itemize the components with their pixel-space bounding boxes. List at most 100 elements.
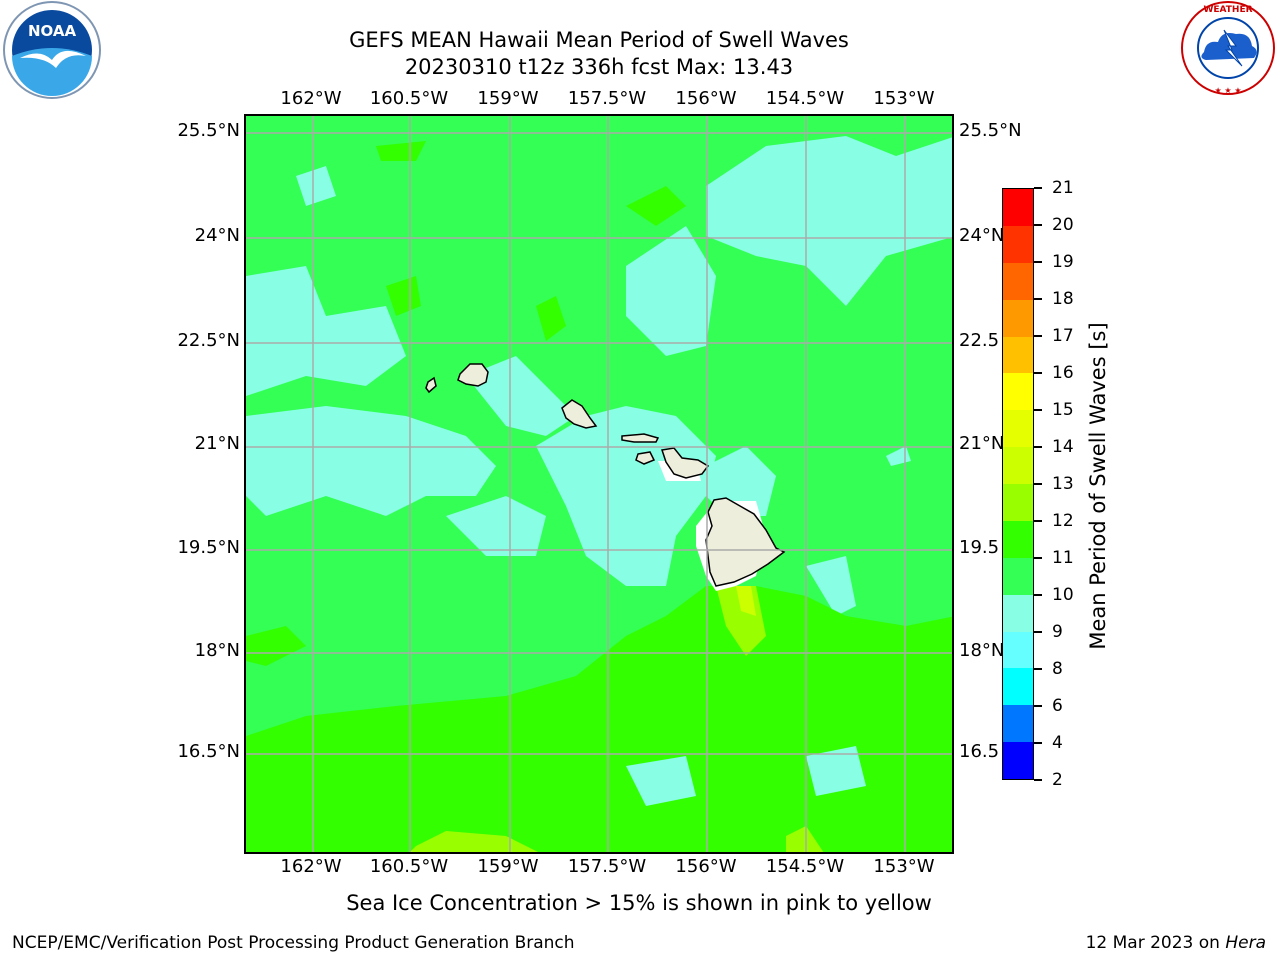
colorbar-segment — [1003, 742, 1033, 779]
hawaii-island — [705, 497, 786, 587]
colorbar-segment — [1003, 373, 1033, 411]
lat-tick-left: 16.5°N — [177, 741, 240, 762]
hawaiian-islands — [425, 363, 786, 587]
lat-tick-right: 24°N — [959, 225, 1005, 246]
colorbar-tick-label: 6 — [1052, 696, 1063, 716]
colorbar-tick-mark — [1034, 668, 1042, 670]
lon-tick-bottom: 157.5°W — [567, 856, 647, 877]
sea-ice-caption: Sea Ice Concentration > 15% is shown in … — [346, 891, 932, 915]
svg-text:NOAA: NOAA — [28, 22, 77, 40]
svg-text:WEATHER: WEATHER — [1203, 5, 1252, 15]
colorbar-tick-label: 21 — [1052, 178, 1074, 198]
field-9-10-south — [626, 746, 866, 806]
colorbar-tick-mark — [1034, 372, 1042, 374]
colorbar-segment — [1003, 484, 1033, 521]
map-title: GEFS MEAN Hawaii Mean Period of Swell Wa… — [349, 28, 849, 52]
colorbar-tick-label: 4 — [1052, 733, 1063, 753]
nws-logo: WEATHER ★ ★ ★ — [1181, 1, 1275, 95]
lat-tick-right: 19.5 — [959, 537, 1000, 558]
lat-tick-left: 18°N — [194, 640, 240, 661]
kauai-island — [457, 363, 489, 387]
colorbar-tick-label: 2 — [1052, 770, 1063, 790]
lon-tick-top: 159°W — [477, 88, 539, 109]
lanai-island — [635, 451, 656, 465]
colorbar-segment — [1003, 631, 1033, 669]
lon-tick-top: 157.5°W — [567, 88, 647, 109]
colorbar-tick-label: 10 — [1052, 585, 1074, 605]
colorbar-segment — [1003, 262, 1033, 300]
swell-period-map — [246, 116, 952, 852]
colorbar-tick-mark — [1034, 298, 1042, 300]
field-13-14 — [736, 586, 756, 616]
colorbar-tick-mark — [1034, 631, 1042, 633]
lat-tick-right: 21°N — [959, 433, 1005, 454]
map-plot-area — [244, 114, 954, 854]
map-subtitle: 20230310 t12z 336h fcst Max: 13.43 — [404, 55, 794, 79]
colorbar-segment — [1003, 410, 1033, 448]
colorbar-tick-mark — [1034, 742, 1042, 744]
colorbar-tick-mark — [1034, 779, 1042, 781]
lat-tick-right: 16.5 — [959, 741, 1000, 762]
colorbar-segment — [1003, 225, 1033, 263]
svg-text:★ ★ ★: ★ ★ ★ — [1214, 86, 1241, 95]
lon-tick-bottom: 162°W — [280, 856, 342, 877]
oahu-island — [561, 399, 598, 429]
lon-tick-top: 162°W — [280, 88, 342, 109]
colorbar-tick-label: 15 — [1052, 400, 1074, 420]
lat-tick-right: 18°N — [959, 640, 1005, 661]
colorbar-tick-label: 12 — [1052, 511, 1074, 531]
colorbar-tick-label: 14 — [1052, 437, 1074, 457]
colorbar-tick-mark — [1034, 594, 1042, 596]
colorbar-tick-mark — [1034, 520, 1042, 522]
lat-tick-left: 22.5°N — [177, 330, 240, 351]
colorbar-segment — [1003, 557, 1033, 595]
lat-tick-left: 19.5°N — [177, 537, 240, 558]
colorbar-tick-label: 18 — [1052, 289, 1074, 309]
colorbar-tick-mark — [1034, 409, 1042, 411]
colorbar-tick-label: 11 — [1052, 548, 1074, 568]
colorbar-tick-label: 20 — [1052, 215, 1074, 235]
colorbar-segment — [1003, 336, 1033, 374]
colorbar-tick-label: 16 — [1052, 363, 1074, 383]
colorbar-tick-mark — [1034, 261, 1042, 263]
lon-tick-bottom: 160.5°W — [369, 856, 449, 877]
lat-lon-grid — [246, 116, 952, 852]
molokai-island — [621, 433, 660, 443]
colorbar-tick-mark — [1034, 483, 1042, 485]
colorbar-segment — [1003, 705, 1033, 743]
lat-tick-left: 25.5°N — [177, 120, 240, 141]
lat-tick-left: 24°N — [194, 225, 240, 246]
footer-organization: NCEP/EMC/Verification Post Processing Pr… — [12, 933, 575, 953]
noaa-logo: NOAA — [3, 1, 101, 99]
colorbar-segment — [1003, 447, 1033, 484]
niihau-island — [425, 376, 437, 394]
maui-island — [661, 447, 710, 479]
colorbar-segment — [1003, 668, 1033, 706]
colorbar-segment — [1003, 189, 1033, 226]
lon-tick-top: 153°W — [873, 88, 935, 109]
lat-tick-right: 22.5 — [959, 330, 1000, 351]
lon-tick-bottom: 156°W — [675, 856, 737, 877]
lon-tick-bottom: 154.5°W — [765, 856, 845, 877]
footer-date-text: 12 Mar 2023 on — [1085, 933, 1226, 953]
lon-tick-top: 154.5°W — [765, 88, 845, 109]
colorbar-tick-label: 9 — [1052, 622, 1063, 642]
colorbar-tick-mark — [1034, 187, 1042, 189]
colorbar-tick-mark — [1034, 335, 1042, 337]
colorbar-tick-mark — [1034, 446, 1042, 448]
colorbar-segment — [1003, 299, 1033, 337]
colorbar-label: Mean Period of Swell Waves [s] — [1086, 322, 1110, 650]
field-12-14 — [410, 586, 824, 852]
lon-tick-bottom: 153°W — [873, 856, 935, 877]
colorbar-tick-label: 13 — [1052, 474, 1074, 494]
colorbar-segment — [1003, 520, 1033, 558]
colorbar-tick-mark — [1034, 557, 1042, 559]
footer-host: Hera — [1225, 933, 1266, 953]
colorbar-tick-label: 19 — [1052, 252, 1074, 272]
colorbar — [1002, 188, 1034, 780]
colorbar-tick-label: 8 — [1052, 659, 1063, 679]
colorbar-tick-label: 17 — [1052, 326, 1074, 346]
lat-tick-right: 25.5°N — [959, 120, 1022, 141]
lon-tick-top: 160.5°W — [369, 88, 449, 109]
lon-tick-top: 156°W — [675, 88, 737, 109]
